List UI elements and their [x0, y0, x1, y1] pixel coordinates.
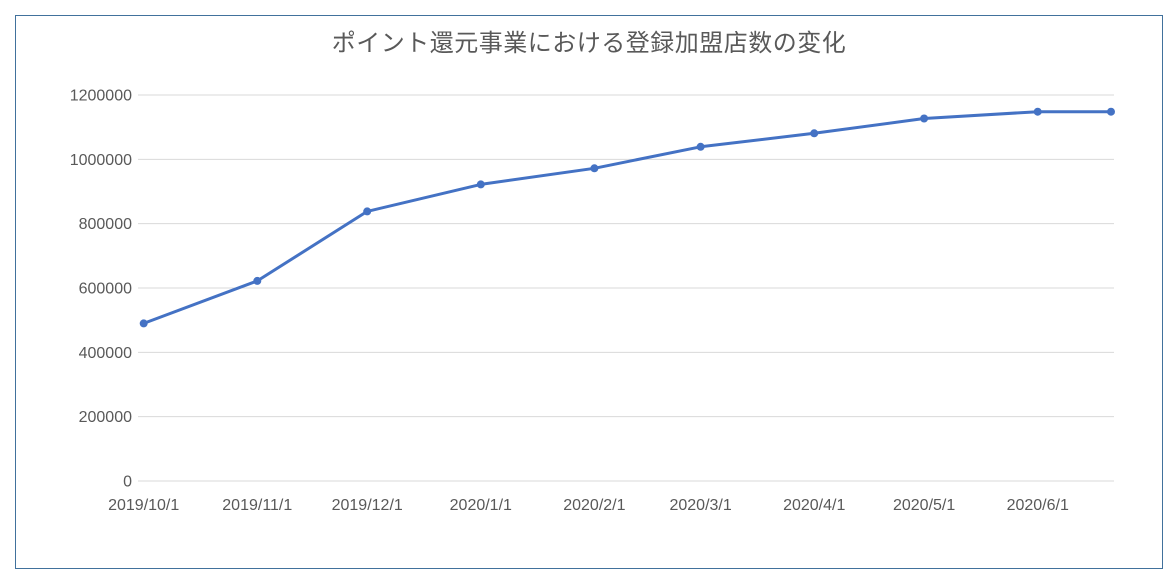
data-point-marker — [363, 207, 372, 216]
data-point-marker — [253, 276, 262, 285]
x-axis-tick-label: 2019/12/1 — [332, 497, 403, 514]
y-axis-tick-label: 1000000 — [70, 152, 132, 169]
data-point-marker — [139, 319, 148, 328]
data-point-marker — [1033, 107, 1042, 116]
data-point-marker — [476, 180, 485, 189]
data-point-marker — [590, 164, 599, 173]
x-axis-tick-label: 2019/10/1 — [108, 497, 179, 514]
x-axis-tick-label: 2020/5/1 — [893, 497, 955, 514]
chart-canvas[interactable]: ポイント還元事業における登録加盟店数の変化 0 200000 400000 60000… — [15, 15, 1163, 569]
data-point-marker — [696, 142, 705, 151]
y-axis-tick-label: 400000 — [79, 345, 132, 362]
y-axis-tick-label: 200000 — [79, 409, 132, 426]
y-axis-tick-label: 800000 — [79, 216, 132, 233]
chart-title: ポイント還元事業における登録加盟店数の変化 — [331, 30, 847, 57]
y-axis-tick-label: 0 — [123, 474, 132, 491]
series-line — [142, 110, 1113, 325]
x-axis-tick-label: 2020/6/1 — [1007, 497, 1069, 514]
x-axis-tick-label: 2020/2/1 — [563, 497, 625, 514]
y-axis-tick-label: 1200000 — [70, 88, 132, 105]
x-axis-tick-label: 2020/1/1 — [450, 497, 512, 514]
x-axis-tick-label: 2020/3/1 — [669, 497, 731, 514]
line-chart-plot: 0 200000 400000 600000 800000 1000000 1200000 2… — [70, 88, 1115, 514]
y-axis-tick-label: 600000 — [79, 281, 132, 298]
data-point-marker — [810, 129, 819, 138]
x-axis-tick-label: 2020/4/1 — [783, 497, 845, 514]
x-axis-tick-label: 2019/11/1 — [222, 497, 292, 514]
data-point-marker — [920, 114, 929, 123]
data-point-marker — [1107, 107, 1115, 116]
